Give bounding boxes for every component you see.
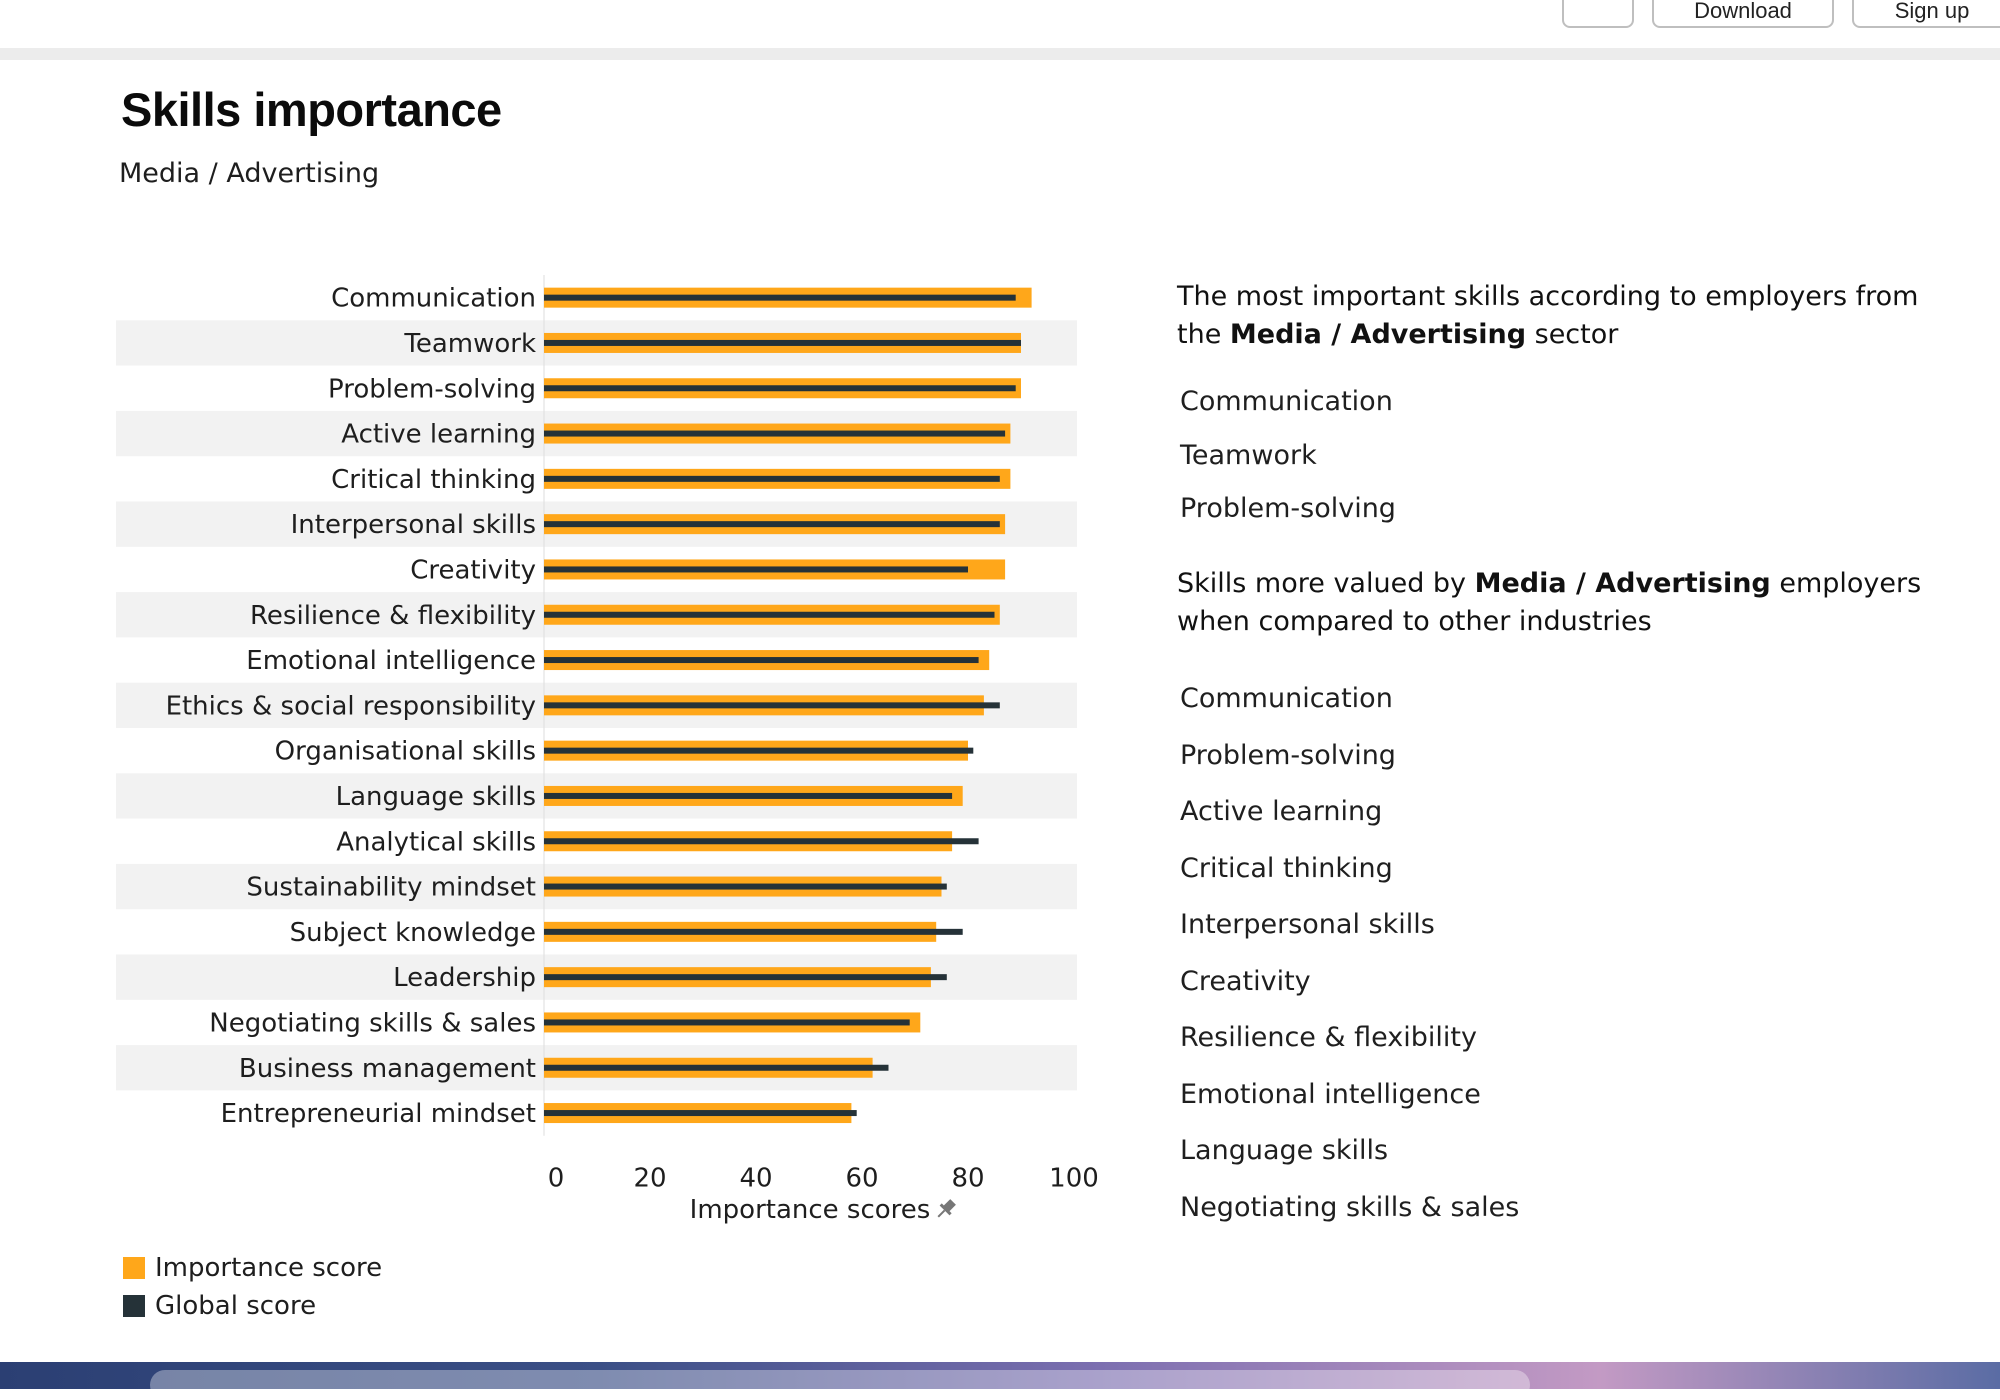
legend-global: Global score — [123, 1291, 316, 1321]
global-bar[interactable] — [544, 1110, 857, 1117]
category-label: Interpersonal skills — [291, 510, 536, 540]
global-bar[interactable] — [544, 702, 1000, 709]
taskbar-search[interactable] — [150, 1370, 1530, 1400]
sector-subtitle: Media / Advertising — [119, 158, 380, 189]
valued-skill-item: Critical thinking — [1180, 852, 1393, 884]
global-bar[interactable] — [544, 339, 1021, 346]
x-axis-label: Importance scores — [690, 1195, 931, 1225]
x-tick-label: 20 — [633, 1164, 666, 1194]
category-label: Business management — [239, 1054, 536, 1084]
category-label: Critical thinking — [331, 465, 536, 495]
valued-skill-item: Creativity — [1180, 965, 1311, 997]
valued-skill-item: Language skills — [1180, 1135, 1389, 1166]
global-bar[interactable] — [544, 1019, 910, 1026]
page-title: Skills importance — [121, 83, 502, 136]
category-label: Entrepreneurial mindset — [221, 1099, 536, 1129]
x-tick-label: 60 — [845, 1164, 878, 1194]
category-label: Creativity — [410, 555, 536, 585]
x-tick-label: 0 — [548, 1164, 565, 1194]
download-button[interactable]: Download — [1652, 0, 1834, 28]
global-bar[interactable] — [544, 566, 968, 573]
pin-icon[interactable] — [933, 1197, 958, 1222]
category-label: Resilience & flexibility — [250, 601, 536, 631]
global-bar[interactable] — [544, 928, 963, 935]
icon-button[interactable] — [1562, 0, 1634, 28]
top-skill-item: Communication — [1180, 386, 1393, 417]
valued-skill-item: Problem-solving — [1180, 739, 1396, 771]
global-bar[interactable] — [544, 385, 1016, 392]
global-bar[interactable] — [544, 883, 947, 890]
valued-skill-item: Negotiating skills & sales — [1180, 1191, 1520, 1223]
most-important-heading: The most important skills according to e… — [1177, 281, 1919, 350]
x-tick-label: 100 — [1049, 1164, 1099, 1194]
category-label: Subject knowledge — [290, 918, 536, 948]
category-label: Ethics & social responsibility — [166, 691, 536, 721]
global-bar[interactable] — [544, 430, 1006, 437]
global-bar[interactable] — [544, 792, 953, 799]
legend-importance: Importance score — [123, 1253, 382, 1283]
valued-skill-item: Active learning — [1180, 796, 1383, 827]
category-label: Language skills — [336, 782, 536, 812]
category-label: Problem-solving — [328, 374, 536, 404]
category-label: Teamwork — [403, 329, 536, 359]
global-bar[interactable] — [544, 974, 947, 981]
category-label: Organisational skills — [275, 737, 536, 767]
global-bar[interactable] — [544, 1064, 889, 1071]
valued-skill-item: Emotional intelligence — [1180, 1078, 1481, 1110]
sign-up-button[interactable]: Sign up — [1852, 0, 2000, 28]
global-bar[interactable] — [544, 475, 1000, 482]
more-valued-heading: Skills more valued by Media / Advertisin… — [1177, 568, 1922, 637]
global-bar[interactable] — [544, 611, 995, 618]
taskbar — [0, 1362, 2000, 1400]
category-label: Active learning — [341, 420, 536, 450]
global-bar[interactable] — [544, 657, 979, 664]
valued-skill-item: Resilience & flexibility — [1180, 1022, 1477, 1053]
category-label: Leadership — [393, 963, 536, 993]
top-skill-item: Teamwork — [1180, 439, 1317, 471]
global-bar[interactable] — [544, 294, 1016, 301]
category-label: Communication — [331, 284, 536, 314]
skills-bar-chart: Communication Teamwork Problem-solving Acti… — [116, 275, 1099, 1225]
legend-swatch-global — [123, 1295, 145, 1317]
top-skill-item: Problem-solving — [1180, 493, 1396, 524]
category-label: Negotiating skills & sales — [209, 1008, 536, 1038]
global-bar[interactable] — [544, 521, 1000, 528]
valued-skill-item: Communication — [1180, 683, 1393, 714]
top-bar: Download Sign up — [0, 0, 2000, 60]
category-label: Analytical skills — [336, 827, 536, 857]
category-label: Sustainability mindset — [246, 873, 536, 903]
x-tick-label: 80 — [951, 1164, 984, 1194]
category-label: Emotional intelligence — [246, 646, 536, 676]
x-tick-label: 40 — [739, 1164, 772, 1194]
valued-skill-item: Interpersonal skills — [1180, 909, 1435, 940]
legend-swatch-importance — [123, 1257, 145, 1279]
global-bar[interactable] — [544, 838, 979, 845]
global-bar[interactable] — [544, 747, 974, 754]
